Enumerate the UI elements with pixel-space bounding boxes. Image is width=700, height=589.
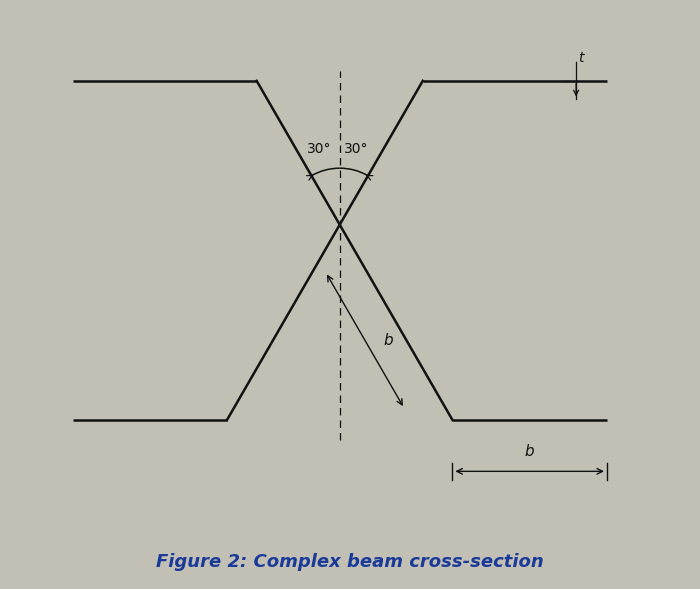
Text: 30°: 30°	[307, 142, 332, 156]
Text: b: b	[384, 333, 393, 348]
Text: 30°: 30°	[344, 142, 368, 156]
Text: t: t	[578, 51, 584, 65]
Text: Figure 2: Complex beam cross-section: Figure 2: Complex beam cross-section	[156, 553, 544, 571]
Text: b: b	[525, 444, 535, 459]
